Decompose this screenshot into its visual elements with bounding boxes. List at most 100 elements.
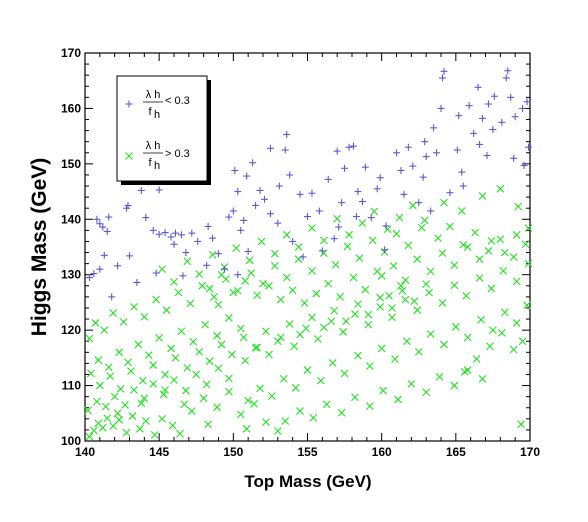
- data-point-cross: [438, 299, 447, 307]
- data-point-cross: [87, 369, 95, 378]
- y-tick-label: 170: [61, 46, 81, 60]
- data-point-plus: [382, 222, 390, 230]
- data-point-cross: [402, 337, 411, 346]
- data-point-cross: [90, 426, 98, 435]
- data-point-cross: [291, 383, 300, 392]
- data-point-cross: [122, 428, 131, 437]
- data-point-cross: [420, 216, 429, 225]
- data-point-plus: [510, 154, 518, 162]
- data-point-cross: [365, 402, 374, 410]
- data-point-cross: [106, 372, 115, 381]
- data-point-cross: [413, 255, 422, 264]
- x-axis-title: Top Mass (GeV): [244, 472, 371, 491]
- data-point-cross: [523, 301, 531, 310]
- data-point-cross: [394, 395, 402, 404]
- data-point-plus: [215, 250, 222, 258]
- data-point-plus: [361, 163, 369, 171]
- data-point-plus: [430, 124, 438, 132]
- y-tick-label: 120: [61, 323, 81, 337]
- data-point-cross: [489, 326, 497, 335]
- axis-ticks: [84, 52, 531, 442]
- data-point-cross: [161, 370, 169, 379]
- data-point-cross: [270, 249, 279, 258]
- data-point-cross: [336, 292, 345, 301]
- data-point-cross: [312, 289, 321, 298]
- data-point-cross: [170, 278, 178, 286]
- data-point-cross: [167, 344, 175, 353]
- data-point-cross: [214, 300, 223, 309]
- data-point-cross: [236, 324, 245, 333]
- data-point-cross: [451, 322, 460, 331]
- data-point-cross: [417, 223, 426, 232]
- data-point-cross: [475, 255, 484, 264]
- data-point-plus: [152, 269, 160, 277]
- data-point-plus: [220, 265, 228, 273]
- data-point-cross: [100, 326, 109, 335]
- data-point-cross: [186, 299, 195, 308]
- data-point-plus: [149, 226, 157, 234]
- data-point-cross: [463, 366, 472, 374]
- data-point-cross: [150, 431, 159, 439]
- data-point-cross: [282, 230, 291, 239]
- data-point-cross: [462, 291, 471, 300]
- data-point-plus: [256, 186, 264, 194]
- data-point-cross: [94, 356, 103, 364]
- data-point-cross: [210, 292, 218, 301]
- data-point-plus: [244, 247, 252, 255]
- data-point-plus: [437, 104, 445, 112]
- data-point-cross: [426, 267, 435, 276]
- data-point-cross: [385, 291, 393, 300]
- data-point-cross: [204, 420, 213, 429]
- data-point-plus: [170, 240, 178, 248]
- data-point-cross: [300, 299, 309, 307]
- data-point-cross: [241, 356, 250, 365]
- data-point-plus: [367, 214, 375, 222]
- legend-denominator-2: f: [148, 157, 152, 169]
- data-point-cross: [379, 386, 388, 395]
- data-point-cross: [351, 393, 359, 402]
- data-point-cross: [392, 229, 401, 238]
- data-point-plus: [179, 272, 187, 280]
- data-point-cross: [478, 192, 487, 200]
- data-point-cross: [377, 344, 386, 353]
- data-point-cross: [158, 414, 167, 423]
- data-point-plus: [315, 207, 323, 215]
- data-point-plus: [243, 172, 251, 180]
- data-point-cross: [92, 397, 101, 406]
- data-point-cross: [113, 409, 122, 418]
- data-point-cross: [262, 418, 270, 427]
- data-point-cross: [497, 329, 506, 337]
- data-point-cross: [183, 257, 192, 266]
- data-point-cross: [331, 260, 340, 269]
- legend-cross-glyph: [125, 152, 133, 160]
- data-point-plus: [194, 237, 202, 245]
- data-point-cross: [512, 319, 521, 327]
- data-point-cross: [85, 432, 94, 441]
- data-point-plus: [338, 199, 346, 207]
- data-point-plus: [409, 162, 417, 170]
- data-point-cross: [316, 376, 325, 385]
- data-point-cross: [104, 363, 113, 372]
- data-point-plus: [419, 173, 427, 181]
- data-point-cross: [208, 250, 217, 259]
- data-point-plus: [483, 152, 491, 160]
- data-point-plus: [229, 207, 237, 215]
- data-point-plus: [167, 233, 175, 241]
- data-point-cross: [330, 306, 339, 315]
- data-point-plus: [142, 214, 150, 222]
- data-point-cross: [290, 342, 299, 351]
- data-point-cross: [253, 291, 261, 300]
- data-point-cross: [308, 266, 316, 275]
- data-point-cross: [408, 201, 417, 210]
- data-point-cross: [364, 320, 373, 329]
- data-point-cross: [251, 343, 260, 352]
- data-point-plus: [133, 278, 141, 286]
- data-point-cross: [327, 317, 336, 326]
- data-point-cross: [518, 337, 527, 346]
- data-point-plus: [349, 142, 357, 150]
- data-point-cross: [361, 285, 370, 294]
- legend-denominator-sub-2: h: [154, 160, 160, 172]
- data-point-plus: [440, 67, 448, 75]
- y-tick-label: 160: [61, 101, 81, 115]
- data-point-plus: [345, 143, 353, 151]
